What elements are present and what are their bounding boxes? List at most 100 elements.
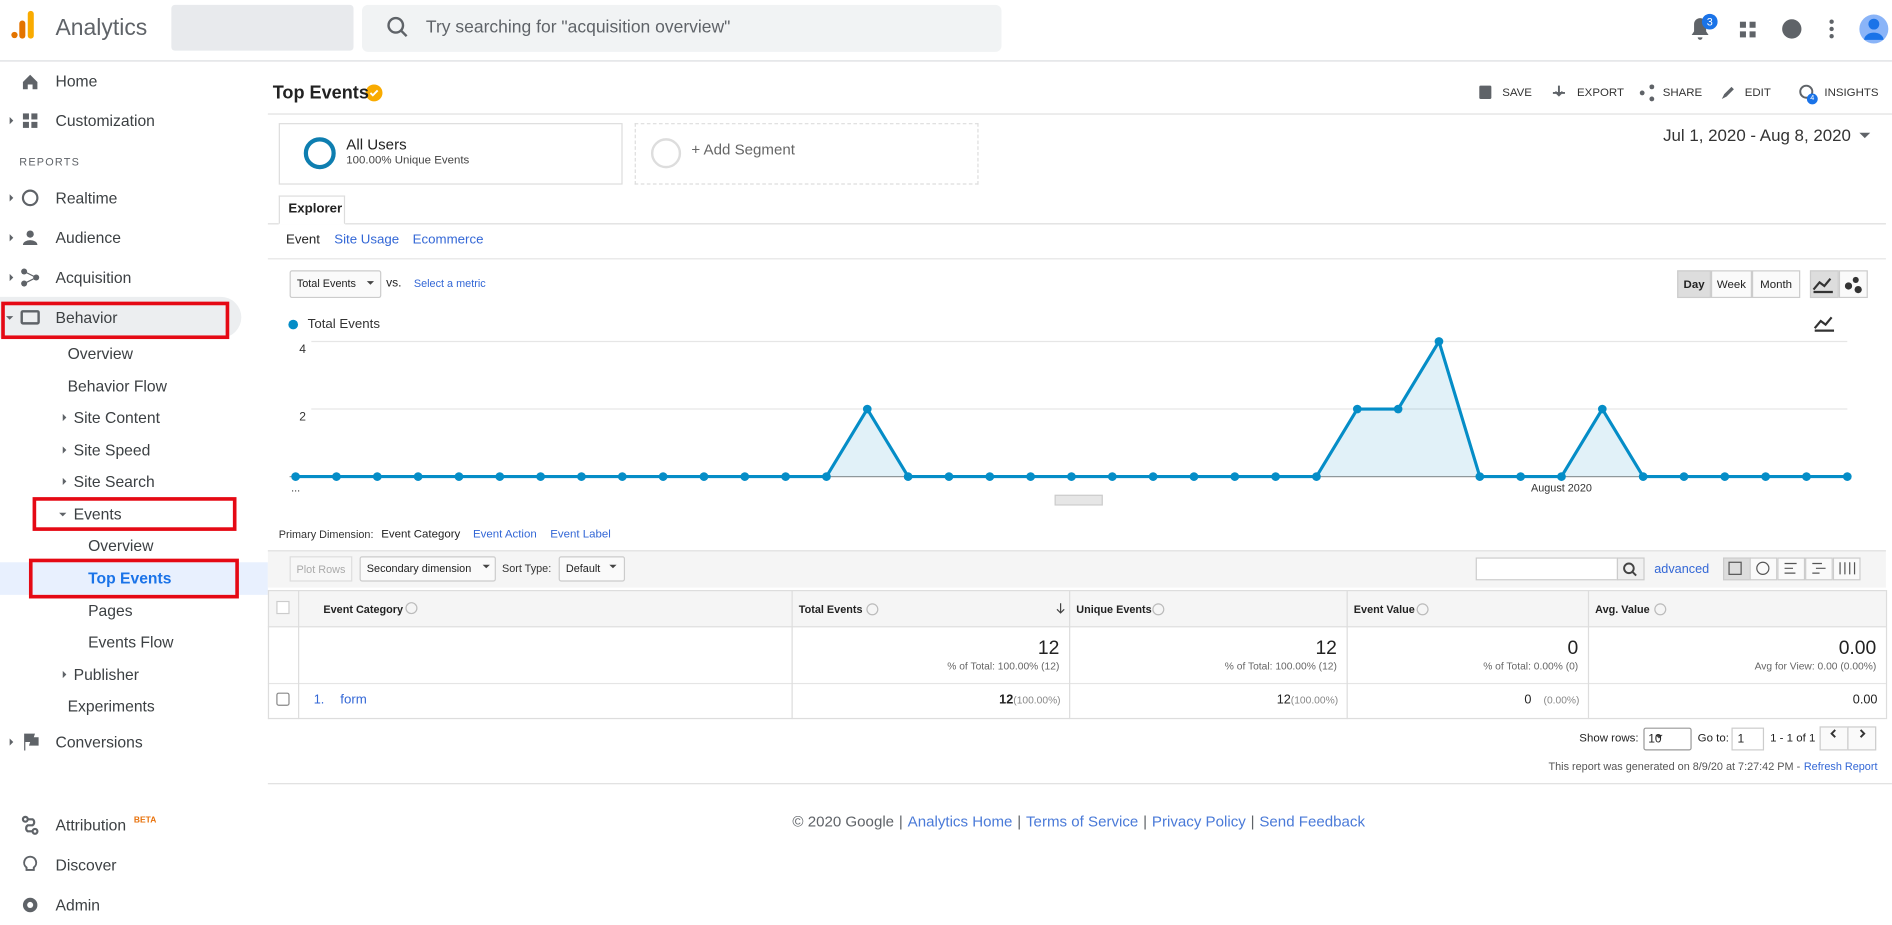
column-header[interactable]: Total Events bbox=[799, 603, 863, 615]
nav-item[interactable]: Attribution bbox=[56, 816, 127, 834]
granularity-label[interactable]: Day bbox=[1684, 278, 1705, 291]
point bbox=[1475, 472, 1484, 481]
cell: 0.00 bbox=[1853, 693, 1878, 707]
dimension-option[interactable]: Event Label bbox=[550, 528, 611, 541]
cell: 12(100.00%) bbox=[999, 693, 1060, 707]
chart-type-button[interactable] bbox=[1839, 270, 1868, 298]
point bbox=[1680, 472, 1689, 481]
conversions-icon bbox=[24, 734, 38, 751]
dimension-option[interactable]: Event Action bbox=[473, 528, 537, 541]
nav-item[interactable]: Acquisition bbox=[56, 268, 132, 286]
search-button[interactable] bbox=[1617, 557, 1645, 580]
action-button[interactable]: EXPORT bbox=[1577, 86, 1624, 99]
granularity-label[interactable]: Month bbox=[1760, 278, 1792, 291]
point bbox=[1067, 472, 1076, 481]
subtab[interactable]: Ecommerce bbox=[413, 233, 484, 247]
nav-item[interactable]: Pages bbox=[88, 601, 132, 619]
account-selector[interactable] bbox=[171, 5, 353, 51]
action-button[interactable]: EDIT bbox=[1745, 86, 1771, 99]
column-header[interactable]: Event Category bbox=[323, 603, 403, 615]
view-button[interactable] bbox=[1750, 557, 1778, 580]
search-placeholder: Try searching for "acquisition overview" bbox=[426, 18, 730, 37]
nav-item[interactable]: Site Search bbox=[74, 472, 155, 490]
prev-button[interactable] bbox=[1820, 726, 1849, 750]
subtab[interactable]: Event bbox=[286, 233, 320, 247]
expand-arrow bbox=[6, 117, 66, 746]
metric-label: Total Events bbox=[297, 278, 356, 290]
subtab[interactable]: Site Usage bbox=[334, 233, 399, 247]
add-segment-box[interactable] bbox=[635, 123, 979, 185]
refresh-link[interactable]: Refresh Report bbox=[1804, 760, 1878, 772]
footer-link[interactable]: Send Feedback bbox=[1259, 813, 1365, 830]
dimension-option[interactable]: Event Category bbox=[381, 528, 460, 541]
column-header[interactable]: Event Value bbox=[1354, 603, 1415, 615]
add-segment[interactable]: + Add Segment bbox=[691, 141, 795, 158]
view-button[interactable] bbox=[1833, 557, 1861, 580]
nav-item[interactable]: Conversions bbox=[56, 733, 143, 751]
tab-label: Explorer bbox=[288, 202, 342, 216]
table-search[interactable] bbox=[1476, 557, 1618, 580]
nav-item[interactable]: Site Speed bbox=[74, 441, 151, 459]
checkbox[interactable] bbox=[276, 601, 289, 614]
nav-item[interactable]: Events Flow bbox=[88, 633, 173, 651]
granularity-label[interactable]: Week bbox=[1717, 278, 1746, 291]
action-button[interactable]: INSIGHTS bbox=[1824, 86, 1878, 99]
generated-text: This report was generated on 8/9/20 at 7… bbox=[1548, 760, 1800, 772]
app-name: Analytics bbox=[56, 16, 148, 43]
sort-type-label: Sort Type: bbox=[502, 562, 551, 574]
footer-link[interactable]: Analytics Home bbox=[908, 813, 1013, 830]
checkbox[interactable] bbox=[276, 693, 289, 706]
nav-item[interactable]: Audience bbox=[56, 229, 121, 247]
column-header[interactable]: Unique Events bbox=[1076, 603, 1151, 615]
nav-item[interactable]: Discover bbox=[56, 856, 117, 874]
action-button[interactable]: SAVE bbox=[1502, 86, 1532, 99]
section-label: REPORTS bbox=[19, 156, 80, 168]
point bbox=[659, 472, 668, 481]
point bbox=[1435, 337, 1444, 346]
nav-item[interactable]: Admin bbox=[56, 896, 100, 914]
footer-link[interactable]: Terms of Service bbox=[1026, 813, 1138, 830]
nav-item[interactable]: Overview bbox=[88, 536, 153, 554]
highlight-box bbox=[1, 302, 229, 339]
footer-link[interactable]: Privacy Policy bbox=[1152, 813, 1246, 830]
point bbox=[1802, 472, 1811, 481]
separator: | bbox=[899, 813, 903, 830]
go-to-input[interactable] bbox=[1731, 728, 1764, 751]
date-range[interactable]: Jul 1, 2020 - Aug 8, 2020 bbox=[1663, 125, 1851, 144]
point bbox=[1720, 472, 1729, 481]
admin-icon bbox=[23, 898, 37, 912]
segment-detail: 100.00% Unique Events bbox=[346, 154, 469, 167]
column-header[interactable]: Avg. Value bbox=[1595, 603, 1650, 615]
nav-item[interactable]: Realtime bbox=[56, 189, 118, 207]
nav-item[interactable]: Customization bbox=[56, 112, 155, 130]
range-handle[interactable] bbox=[1055, 495, 1103, 506]
next-button[interactable] bbox=[1847, 726, 1876, 750]
advanced-link[interactable]: advanced bbox=[1654, 562, 1709, 576]
chart-type-button[interactable] bbox=[1810, 270, 1839, 298]
nav-item[interactable]: Publisher bbox=[74, 665, 139, 683]
nav-item[interactable]: Home bbox=[56, 72, 98, 90]
nav-item[interactable]: Overview bbox=[68, 344, 133, 362]
point bbox=[781, 472, 790, 481]
point bbox=[1271, 472, 1280, 481]
table-body bbox=[268, 627, 1886, 719]
cell-value: 12 bbox=[999, 693, 1013, 707]
point bbox=[536, 472, 545, 481]
view-button[interactable] bbox=[1805, 557, 1833, 580]
action-button[interactable]: SHARE bbox=[1663, 86, 1702, 99]
view-button[interactable] bbox=[1777, 557, 1805, 580]
nav-item[interactable]: Experiments bbox=[68, 697, 155, 715]
column-divider bbox=[792, 590, 793, 719]
nav-item[interactable]: Site Content bbox=[74, 408, 160, 426]
secondary-dimension: Secondary dimension bbox=[367, 562, 471, 574]
row-category[interactable]: form bbox=[340, 693, 367, 707]
point bbox=[618, 472, 627, 481]
plot-rows[interactable]: Plot Rows bbox=[297, 563, 346, 575]
show-rows-label: Show rows: bbox=[1579, 732, 1638, 745]
select-metric[interactable]: Select a metric bbox=[414, 278, 486, 290]
dropdown-arrow bbox=[367, 281, 617, 568]
nav-item[interactable]: Behavior Flow bbox=[68, 377, 167, 395]
copyright: © 2020 Google bbox=[792, 813, 894, 830]
view-button[interactable] bbox=[1723, 557, 1751, 580]
legend-marker bbox=[288, 320, 298, 330]
